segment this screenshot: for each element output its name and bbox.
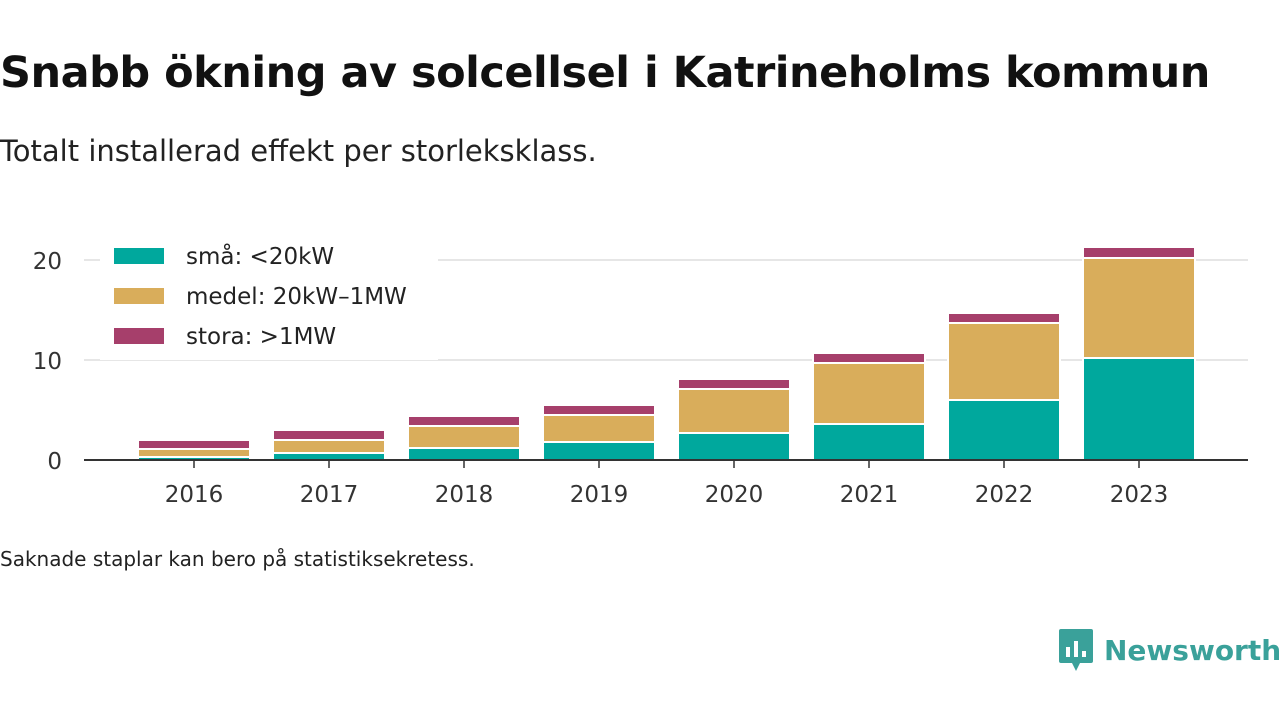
bar-segment <box>1082 246 1196 259</box>
bar-segment <box>947 399 1061 461</box>
bar-segment <box>407 415 521 427</box>
bar-segment <box>812 423 926 461</box>
bar-segment <box>1082 357 1196 461</box>
bar-segment <box>137 448 251 458</box>
bar-segment <box>272 429 386 441</box>
bar-segment <box>407 425 521 449</box>
brand-name: Newsworthy <box>1104 633 1280 667</box>
bar-segment <box>137 439 251 450</box>
bar-segment <box>677 432 791 461</box>
legend-swatch <box>114 328 164 344</box>
bar-segment <box>947 312 1061 324</box>
bar-segment <box>812 362 926 425</box>
x-tick-label: 2016 <box>165 482 224 508</box>
newsworthy-logo-icon <box>1059 629 1093 671</box>
legend-label: små: <20kW <box>186 242 334 270</box>
y-tick-label: 20 <box>33 249 62 275</box>
bar-segment <box>272 439 386 454</box>
x-tick-label: 2017 <box>300 482 359 508</box>
legend-swatch <box>114 288 164 304</box>
bar-segment <box>947 322 1061 401</box>
y-tick-label: 0 <box>47 449 62 475</box>
legend-swatch <box>114 248 164 264</box>
x-tick-label: 2022 <box>975 482 1034 508</box>
bar-segment <box>542 404 656 416</box>
bar-segment <box>542 441 656 461</box>
bar-segment <box>677 378 791 390</box>
bar-segment <box>272 452 386 461</box>
legend-label: stora: >1MW <box>186 324 336 350</box>
chart-title: Snabb ökning av solcellsel i Katrineholm… <box>0 48 1210 98</box>
legend-label: medel: 20kW–1MW <box>186 284 407 310</box>
bar-segment <box>542 414 656 443</box>
footnote: Saknade staplar kan bero på statistiksek… <box>0 547 475 571</box>
y-tick-label: 10 <box>33 349 62 375</box>
x-tick-label: 2020 <box>705 482 764 508</box>
x-tick-label: 2021 <box>840 482 899 508</box>
x-tick-label: 2019 <box>570 482 629 508</box>
bar-segment <box>1082 257 1196 359</box>
stacked-bar-chart: 0 10 20 2016 2017 2018 2019 2020 2021 2022 2023 små… <box>33 236 1248 508</box>
bar-segment <box>407 447 521 461</box>
x-tick-label: 2023 <box>1110 482 1169 508</box>
bar-segment <box>812 352 926 364</box>
bar-segment <box>677 388 791 434</box>
chart-subtitle: Totalt installerad effekt per storlekskl… <box>0 134 597 168</box>
brand-logo: Newsworthy <box>1058 626 1280 674</box>
x-tick-label: 2018 <box>435 482 494 508</box>
